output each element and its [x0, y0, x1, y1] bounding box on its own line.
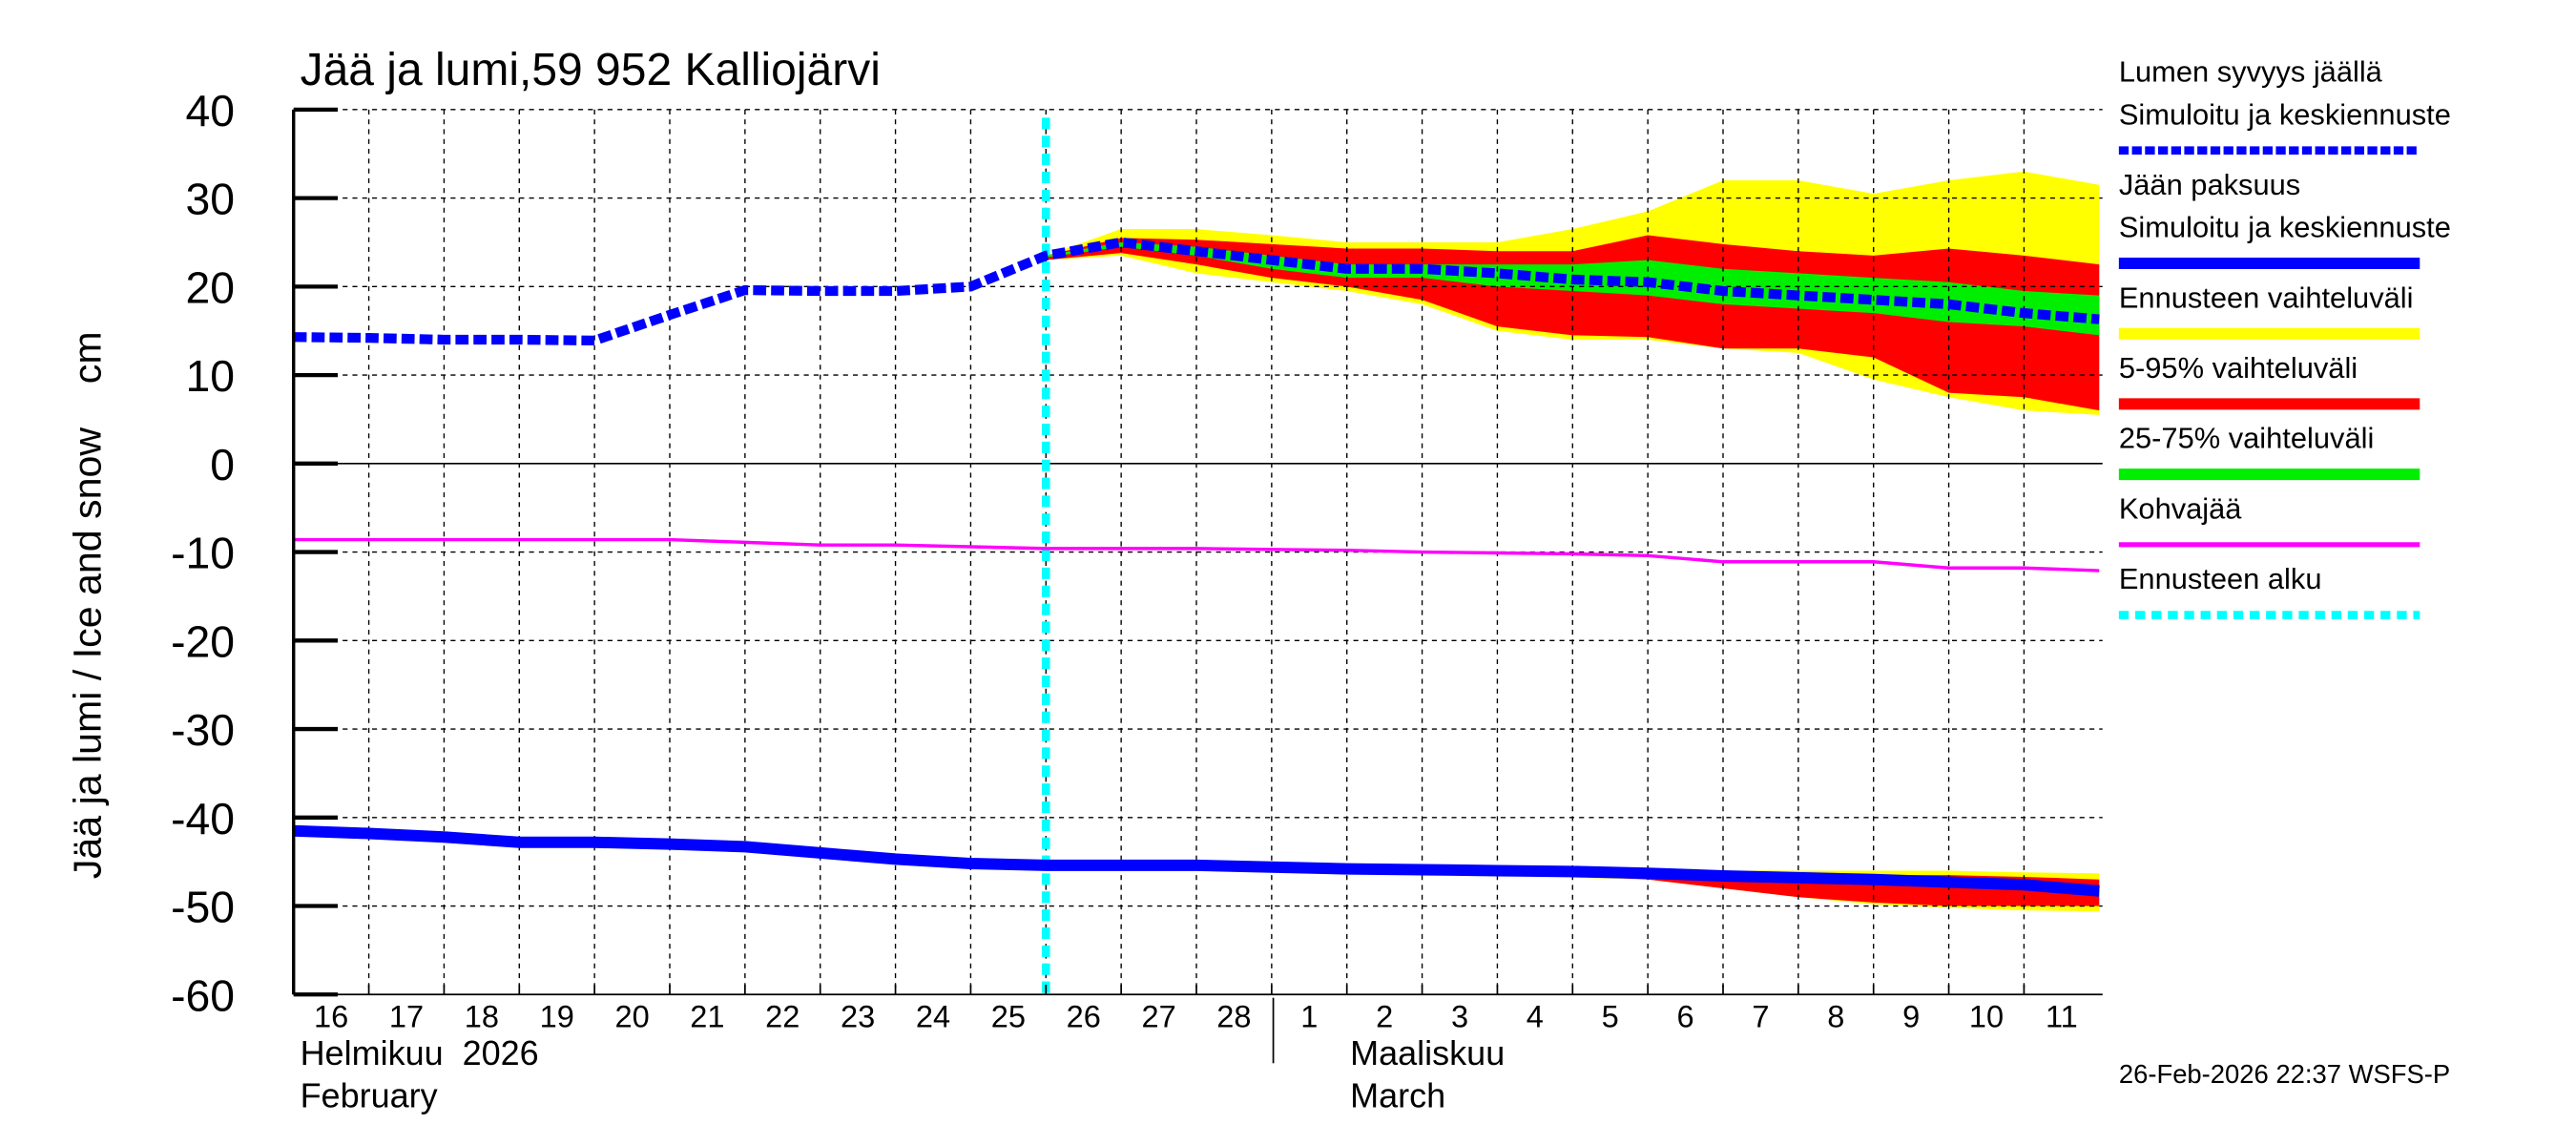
legend: Lumen syvyys jäällä Simuloitu ja keskienn…	[2118, 55, 2451, 619]
x-day-label: 4	[1527, 1000, 1544, 1034]
x-day-label: 26	[1067, 1000, 1101, 1034]
x-day-label: 11	[2046, 1000, 2078, 1034]
timestamp: 26-Feb-2026 22:37 WSFS-P	[2119, 1059, 2450, 1089]
x-day-label: 24	[916, 1000, 950, 1034]
y-tick-label: 40	[186, 86, 235, 135]
y-tick-label: -10	[171, 529, 235, 578]
x-day-label: 18	[465, 1000, 499, 1034]
legend-label: Kohvajää	[2119, 491, 2242, 525]
x-day-label: 6	[1677, 1000, 1694, 1034]
x-day-label: 21	[690, 1000, 724, 1034]
y-tick-label: -40	[171, 794, 235, 843]
legend-label: Ennusteen vaihteluväli	[2119, 281, 2414, 314]
y-tick-label: -20	[171, 616, 235, 666]
legend-label: Ennusteen alku	[2119, 562, 2322, 595]
x-day-label: 2	[1376, 1000, 1393, 1034]
x-day-label: 27	[1141, 1000, 1175, 1034]
y-tick-label: -30	[171, 705, 235, 755]
x-day-label: 5	[1602, 1000, 1619, 1034]
ice-thickness-line	[293, 824, 2100, 897]
x-day-label: 8	[1827, 1000, 1844, 1034]
y-tick-label: -60	[171, 970, 235, 1020]
legend-sublabel: Simuloitu ja keskiennuste	[2119, 97, 2451, 131]
x-day-label: 1	[1300, 1000, 1318, 1034]
x-day-label: 10	[1969, 1000, 2004, 1034]
x-day-label: 16	[314, 1000, 348, 1034]
snow-depth-line	[293, 237, 2100, 346]
y-tick-label: 20	[186, 262, 235, 312]
month-label-feb-en: February	[301, 1076, 438, 1115]
x-day-label: 20	[614, 1000, 649, 1034]
x-day-label: 7	[1752, 1000, 1769, 1034]
legend-label: Lumen syvyys jäällä	[2119, 55, 2383, 89]
month-label-mar-en: March	[1350, 1076, 1445, 1115]
y-axis-label: Jää ja lumi / Ice and snow cm	[65, 331, 109, 879]
y-tick-label: -50	[171, 883, 235, 932]
slush-ice-line	[293, 537, 2100, 572]
legend-label: Jään paksuus	[2119, 168, 2300, 201]
x-day-label: 23	[841, 1000, 875, 1034]
month-label-mar-fi: Maaliskuu	[1350, 1033, 1505, 1072]
x-day-label: 17	[389, 1000, 424, 1034]
x-day-label: 22	[765, 1000, 800, 1034]
x-day-label: 28	[1216, 1000, 1251, 1034]
legend-label: 25-75% vaihteluväli	[2119, 422, 2374, 455]
series-lines	[293, 117, 2100, 995]
x-day-label: 25	[991, 1000, 1026, 1034]
x-day-label: 3	[1451, 1000, 1468, 1034]
x-day-label: 9	[1902, 1000, 1920, 1034]
month-label-feb-fi: Helmikuu 2026	[301, 1033, 539, 1072]
x-day-label: 19	[540, 1000, 574, 1034]
legend-sublabel: Simuloitu ja keskiennuste	[2119, 211, 2451, 244]
y-tick-label: 10	[186, 351, 235, 401]
y-tick-label: 30	[186, 175, 235, 224]
legend-label: 5-95% vaihteluväli	[2119, 351, 2358, 385]
chart-title: Jää ja lumi,59 952 Kalliojärvi	[301, 45, 881, 95]
y-tick-label: 0	[210, 440, 235, 489]
